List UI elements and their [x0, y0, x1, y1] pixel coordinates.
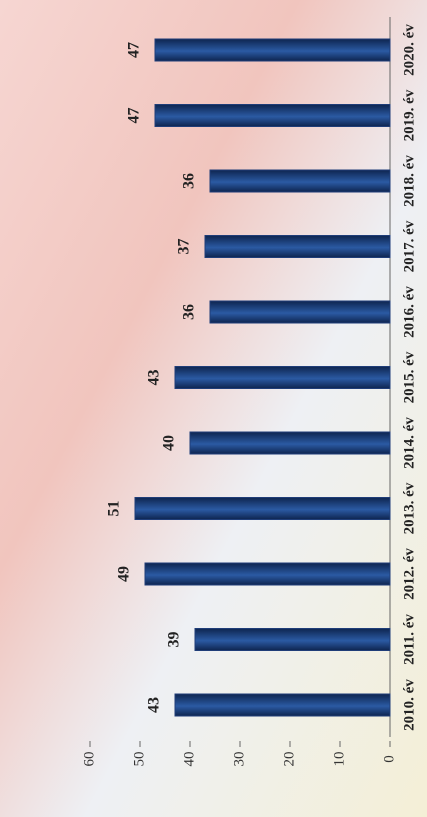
bar	[189, 431, 391, 455]
x-tick-label: 2013. év	[401, 482, 417, 534]
x-tick-label: 2011. év	[401, 614, 417, 665]
value-label: 43	[146, 370, 163, 386]
bar	[209, 169, 391, 193]
x-tick-label: 2017. év	[401, 220, 417, 272]
bar	[154, 38, 391, 62]
bar	[194, 628, 391, 651]
value-label: 47	[126, 108, 143, 124]
value-label: 36	[181, 304, 198, 320]
value-label: 39	[166, 632, 183, 648]
y-tick-label: 40	[181, 752, 197, 767]
x-tick-label: 2015. év	[401, 351, 417, 403]
bar	[174, 366, 391, 389]
value-label: 49	[116, 566, 133, 582]
x-tick-label: 2018. év	[401, 155, 417, 207]
value-label: 40	[161, 435, 178, 451]
bar	[134, 497, 391, 520]
x-tick-label: 2010. év	[401, 679, 417, 731]
y-tick-label: 20	[281, 752, 297, 767]
y-tick-label: 60	[81, 752, 97, 767]
x-tick-label: 2014. év	[401, 417, 417, 469]
value-label: 37	[176, 239, 193, 255]
plot: 0 10 20 30 40 50 60 2010. év 43 2011. év 39 2012. é…	[81, 17, 417, 767]
bar	[174, 693, 391, 717]
value-label: 36	[181, 173, 198, 189]
x-tick-label: 2012. év	[401, 548, 417, 600]
x-tick-label: 2019. év	[401, 89, 417, 141]
bar	[144, 562, 391, 586]
bar	[154, 104, 391, 127]
y-tick-label: 30	[231, 752, 247, 767]
y-tick-label: 0	[381, 755, 397, 763]
value-label: 47	[126, 42, 143, 58]
x-tick-label: 2016. év	[401, 286, 417, 338]
value-label: 43	[146, 697, 163, 713]
bar	[204, 235, 391, 258]
value-label: 51	[106, 501, 123, 517]
y-tick-label: 10	[331, 752, 347, 767]
bar	[209, 300, 391, 324]
y-tick-label: 50	[131, 752, 147, 767]
x-tick-label: 2020. év	[401, 24, 417, 76]
